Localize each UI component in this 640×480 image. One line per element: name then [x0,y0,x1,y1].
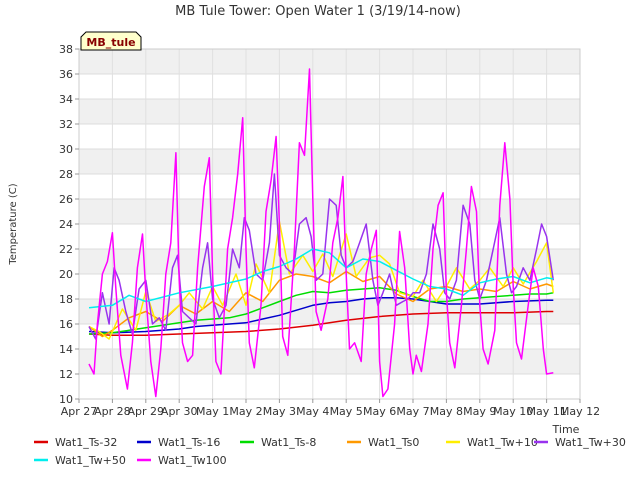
x-tick-label: May 3 [263,405,296,418]
x-tick-label: May 6 [363,405,396,418]
x-axis-label: Time [552,423,580,436]
x-tick-label: May 12 [560,405,600,418]
x-tick-label: May 11 [526,405,566,418]
x-tick-label: May 4 [296,405,329,418]
series-line-wat1-tw100 [88,68,554,398]
y-tick-label: 36 [59,68,73,81]
y-tick-label: 30 [59,143,73,156]
legend-label: Wat1_Tw+50 [55,454,126,467]
x-tick-label: May 10 [493,405,533,418]
y-axis-label: Temperature (C) [8,183,19,265]
site-label: MB_tule [86,36,135,49]
y-tick-label: 24 [59,218,73,231]
legend-label: Wat1_Tw+30 [555,436,626,449]
y-tick-label: 12 [59,368,73,381]
y-tick-label: 28 [59,168,73,181]
x-tick-label: May 5 [330,405,363,418]
plot-band [79,349,580,374]
site-label-box: MB_tule [80,31,142,51]
legend-label: Wat1_Ts-8 [261,436,316,449]
series-line-wat1-ts-16 [88,297,554,334]
x-tick-label: May 9 [463,405,496,418]
legend-label: Wat1_Ts0 [368,436,419,449]
chart-title: MB Tule Tower: Open Water 1 (3/19/14-now… [175,4,461,19]
y-tick-label: 18 [59,293,73,306]
y-tick-label: 10 [59,393,73,406]
y-tick-label: 38 [59,43,73,56]
legend-label: Wat1_Ts-32 [55,436,117,449]
legend: Wat1_Ts-32 Wat1_Ts-16 Wat1_Ts-8 Wat1_Ts0 Wat… [34,436,626,467]
y-tick-label: 34 [59,93,73,106]
x-tick-label: May 8 [430,405,463,418]
series-line-wat1-ts-8 [88,287,554,335]
y-tick-label: 14 [59,343,73,356]
y-axis: 10 12 14 16 18 20 22 24 26 28 30 32 34 36 38 [59,43,79,406]
x-tick-label: Apr 27 [61,405,98,418]
plot-band [79,99,580,124]
site-label-shape [80,31,142,51]
x-tick-label: Apr 28 [94,405,131,418]
x-tick-label: Apr 30 [161,405,198,418]
plot-band [79,149,580,174]
series-lines [88,68,555,398]
x-tick-label: May 1 [196,405,229,418]
x-tick-label: May 2 [229,405,262,418]
series-line-wat1-tw-10 [88,220,555,340]
series-line-wat1-tw-30 [88,173,555,340]
x-tick-label: Apr 29 [128,405,165,418]
legend-label: Wat1_Tw+10 [467,436,538,449]
plot-band [79,49,580,74]
y-tick-label: 32 [59,118,73,131]
y-tick-label: 20 [59,268,73,281]
legend-label: Wat1_Ts-16 [158,436,220,449]
x-tick-label: May 7 [396,405,429,418]
y-tick-label: 16 [59,318,73,331]
y-tick-label: 22 [59,243,73,256]
plot-bands [79,49,580,374]
legend-label: Wat1_Tw100 [158,454,227,467]
y-tick-label: 26 [59,193,73,206]
series-line-wat1-tw-50 [88,248,554,309]
